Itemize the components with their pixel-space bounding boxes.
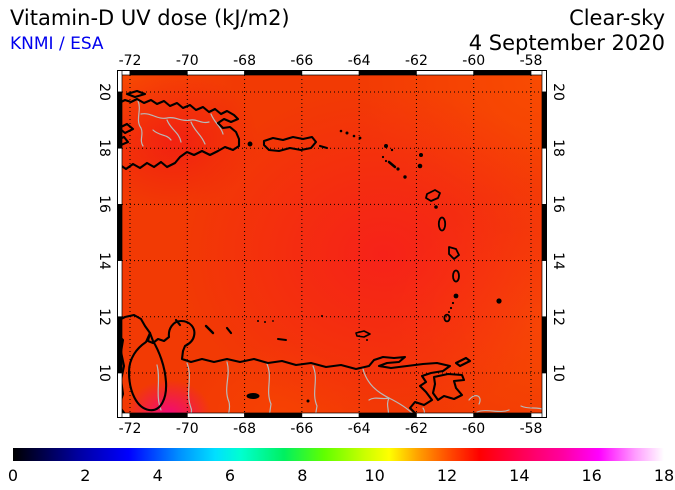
lat-label-right: 18 xyxy=(550,139,566,158)
st-vincent-grenadines xyxy=(448,293,459,313)
colorbar-tick-label: 12 xyxy=(436,466,458,485)
uv-dose-map xyxy=(115,69,548,420)
mona-island xyxy=(247,141,253,147)
virgin-islands xyxy=(339,129,362,140)
page-title: Vitamin-D UV dose (kJ/m2) xyxy=(10,6,290,30)
lon-label-bottom: -68 xyxy=(233,421,256,437)
lat-label-left: 10 xyxy=(96,364,112,382)
header-right: Clear-sky 4 September 2020 xyxy=(469,6,665,56)
st-lucia-coastline xyxy=(452,269,460,283)
lon-label-bottom: -72 xyxy=(118,421,142,437)
lat-label-right: 20 xyxy=(550,83,566,101)
hispaniola-river xyxy=(190,121,206,145)
lake-maracaibo-outline xyxy=(127,331,168,412)
leeward-islands xyxy=(381,144,423,179)
colorbar-tick-label: 4 xyxy=(152,466,163,485)
vieques-island xyxy=(318,144,329,150)
trinidad-coastline xyxy=(431,372,466,402)
curacao-island xyxy=(204,324,215,335)
colorbar-tick-label: 16 xyxy=(581,466,602,485)
trinidad-river xyxy=(468,395,481,405)
margarita-coastline xyxy=(355,330,371,338)
hispaniola-river xyxy=(152,129,172,141)
colorbar-tick-label: 10 xyxy=(364,466,385,485)
lon-label-bottom: -70 xyxy=(175,421,199,437)
lon-label-top: -72 xyxy=(118,53,142,69)
venezuela-river xyxy=(266,363,272,419)
gridlines-layer xyxy=(118,71,546,417)
lat-label-left: 12 xyxy=(96,307,112,326)
dominica-coastline xyxy=(437,216,447,232)
colorbar-tick-label: 18 xyxy=(653,466,675,485)
haiti-dr-border-line xyxy=(137,100,144,147)
hispaniola-coastline xyxy=(115,97,241,171)
colorbar-tick-label: 0 xyxy=(7,466,19,485)
colorbar xyxy=(13,448,664,461)
colorbar-tick-label: 6 xyxy=(224,466,236,485)
bonaire-island xyxy=(225,326,233,335)
tobago-coastline xyxy=(454,356,472,368)
lon-label-top: -62 xyxy=(404,53,428,69)
sky-condition-label: Clear-sky xyxy=(569,6,665,30)
lon-label-bottom: -60 xyxy=(462,421,486,437)
colorbar-tick-label: 14 xyxy=(509,466,530,485)
grenada-coastline xyxy=(443,313,451,323)
lon-label-bottom: -64 xyxy=(347,421,371,437)
lat-label-left: 14 xyxy=(96,251,112,270)
hispaniola-river xyxy=(210,113,224,135)
coastlines-layer xyxy=(115,89,502,420)
la-tortuga-island xyxy=(277,338,287,341)
lat-label-right: 10 xyxy=(550,364,566,382)
lon-label-bottom: -58 xyxy=(519,421,543,437)
venezuelan-islands xyxy=(257,315,368,403)
colorbar-tick-label: 8 xyxy=(297,466,308,485)
lon-label-top: -66 xyxy=(290,53,314,69)
st-kitts-island xyxy=(387,160,397,169)
unare-lagoon xyxy=(246,393,260,399)
lon-label-bottom: -62 xyxy=(404,421,428,437)
marie-galante-island xyxy=(434,205,438,209)
orinoco-branch xyxy=(368,397,390,401)
colorbar-tick-label: 2 xyxy=(80,466,91,485)
field-blob-pink-spot xyxy=(117,70,547,418)
lon-label-bottom: -66 xyxy=(290,421,314,437)
lat-label-left: 18 xyxy=(96,139,112,158)
lon-label-top: -60 xyxy=(462,53,486,69)
venezuela-river xyxy=(312,365,318,419)
lon-label-top: -64 xyxy=(347,53,371,69)
map-panel xyxy=(115,69,548,420)
source-label: KNMI / ESA xyxy=(10,34,104,54)
data-field-layer xyxy=(117,70,547,418)
lat-label-right: 12 xyxy=(550,307,566,326)
martinique-coastline xyxy=(448,246,460,260)
tortuga-island xyxy=(125,89,147,99)
guyana-river xyxy=(476,409,510,413)
guadeloupe-coastline xyxy=(425,189,441,202)
frame-outline xyxy=(117,70,547,418)
hispaniola-river xyxy=(140,113,210,124)
lon-label-top: -70 xyxy=(175,53,199,69)
date-label: 4 September 2020 xyxy=(468,31,665,55)
lat-label-left: 16 xyxy=(96,195,112,214)
south-america-coastline xyxy=(115,313,452,420)
lat-label-left: 20 xyxy=(96,83,112,101)
puerto-rico-coastline xyxy=(262,135,318,153)
gonave-island xyxy=(117,122,135,135)
lon-label-top: -58 xyxy=(519,53,543,69)
lat-label-right: 16 xyxy=(550,195,566,214)
hispaniola-river xyxy=(166,119,182,143)
map-frame xyxy=(116,69,548,419)
barbados-island xyxy=(496,298,502,304)
lon-label-top: -68 xyxy=(233,53,256,69)
lat-label-right: 14 xyxy=(550,251,566,270)
